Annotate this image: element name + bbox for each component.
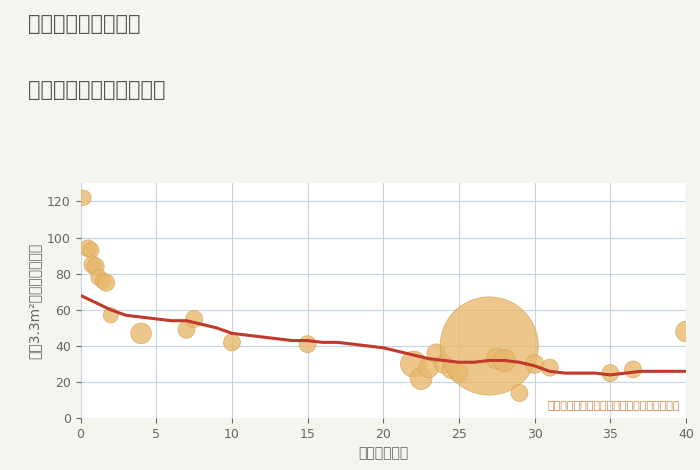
Point	[83, 244, 94, 252]
Point	[446, 366, 457, 373]
Point	[430, 350, 442, 357]
Point	[226, 338, 237, 346]
Point	[93, 274, 104, 281]
Point	[408, 360, 419, 368]
Point	[491, 355, 503, 362]
Point	[484, 342, 495, 350]
Point	[188, 315, 199, 322]
Point	[85, 246, 97, 254]
Point	[302, 340, 313, 348]
Point	[87, 261, 98, 268]
Point	[78, 194, 89, 202]
Point	[105, 312, 116, 319]
Point	[438, 360, 449, 368]
Point	[423, 364, 434, 371]
Point	[90, 263, 101, 270]
Point	[97, 277, 108, 285]
Point	[498, 357, 510, 364]
Point	[627, 366, 638, 373]
Point	[605, 369, 616, 377]
X-axis label: 築年数（年）: 築年数（年）	[358, 446, 408, 461]
Point	[136, 329, 147, 337]
Point	[101, 279, 112, 287]
Point	[514, 389, 525, 397]
Point	[529, 360, 540, 368]
Point	[544, 364, 555, 371]
Text: 築年数別中古戸建て価格: 築年数別中古戸建て価格	[28, 80, 165, 100]
Point	[181, 326, 192, 334]
Point	[680, 328, 692, 335]
Text: 埼玉県鴻巣市鎌塚の: 埼玉県鴻巣市鎌塚の	[28, 14, 141, 34]
Point	[416, 375, 427, 382]
Point	[454, 369, 465, 377]
Y-axis label: 坪（3.3m²）単価（万円）: 坪（3.3m²）単価（万円）	[27, 243, 41, 359]
Text: 円の大きさは、取引のあった物件面積を示す: 円の大きさは、取引のあった物件面積を示す	[547, 401, 680, 411]
